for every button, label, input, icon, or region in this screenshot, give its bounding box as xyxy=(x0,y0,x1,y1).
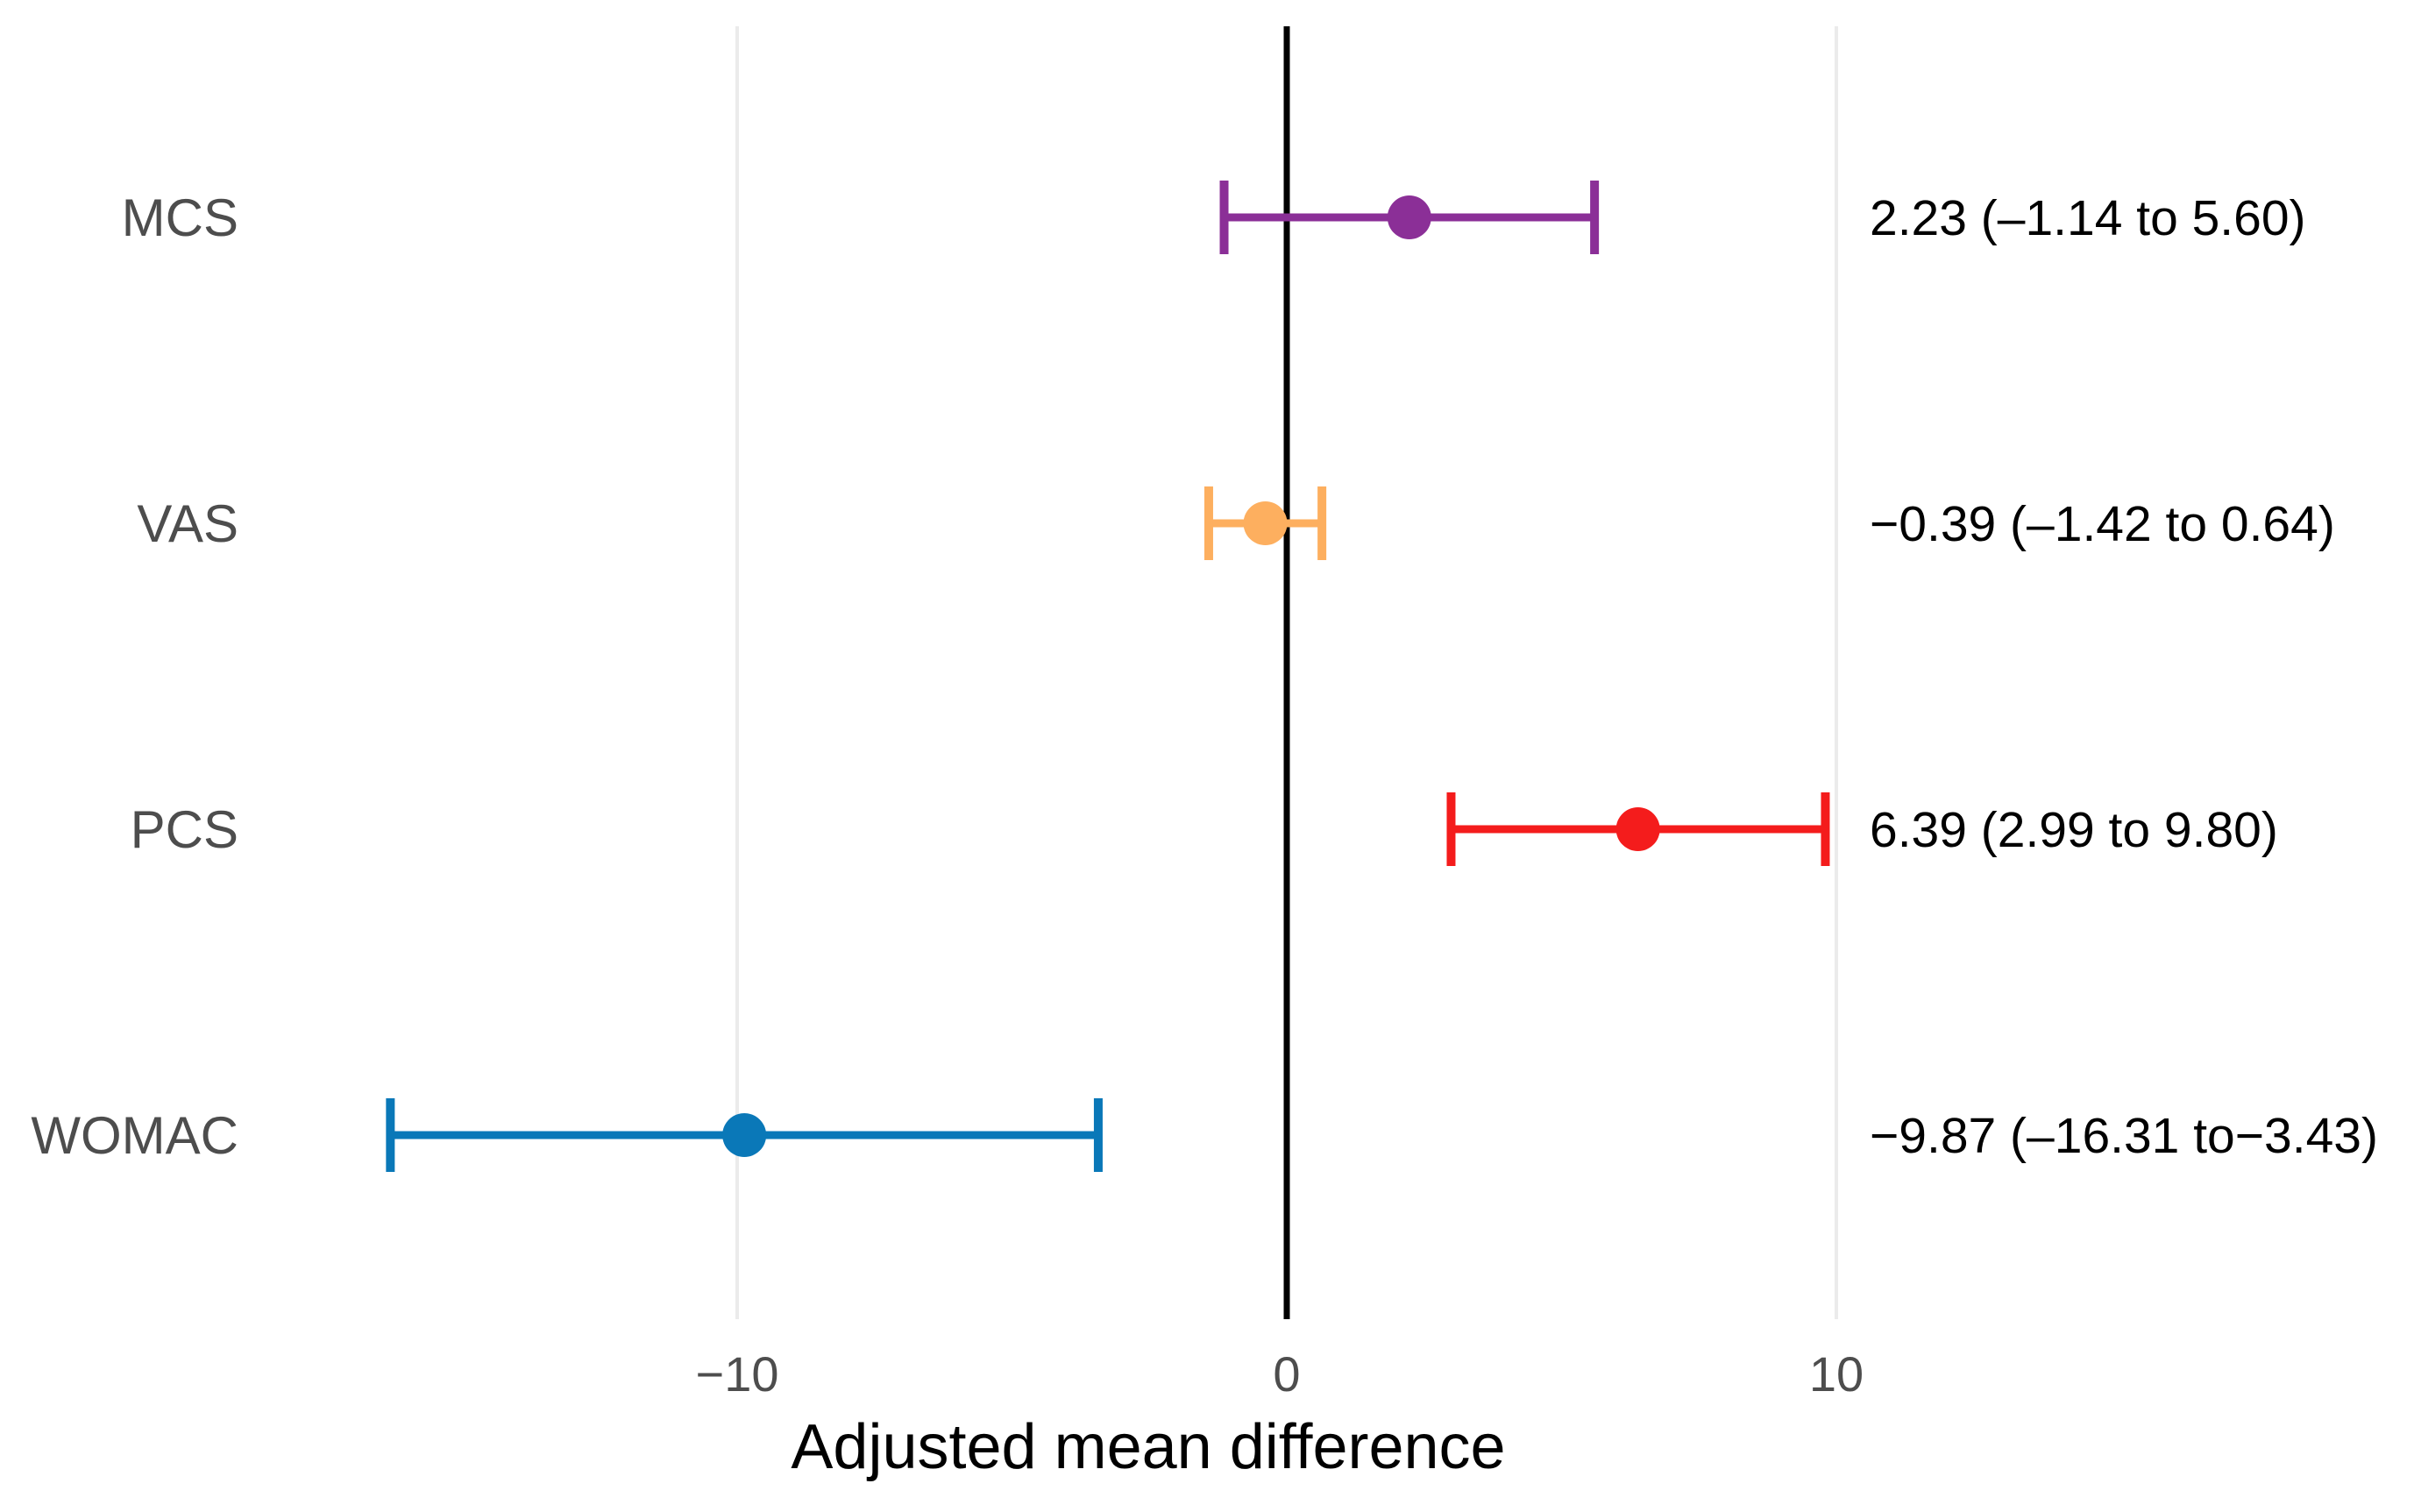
x-tick-label: −10 xyxy=(696,1346,779,1402)
outcome-label: WOMAC xyxy=(31,1106,238,1165)
point-estimate xyxy=(1387,195,1431,239)
outcome-label: VAS xyxy=(137,494,238,553)
forest-row-mcs: MCS 2.23 (–1.14 to 5.60) xyxy=(122,181,2306,254)
forest-row-womac: WOMAC −9.87 (–16.31 to−3.43) xyxy=(31,1098,2378,1172)
point-estimate xyxy=(1243,501,1288,545)
estimate-ci-label: 2.23 (–1.14 to 5.60) xyxy=(1870,190,2306,246)
gridlines xyxy=(735,26,1838,1319)
estimate-ci-label: −0.39 (–1.42 to 0.64) xyxy=(1870,496,2335,552)
x-axis-ticks: −10 0 10 xyxy=(696,1346,1864,1402)
point-estimate xyxy=(722,1113,767,1157)
x-tick-label: 0 xyxy=(1273,1346,1300,1402)
forest-rows: MCS 2.23 (–1.14 to 5.60) VAS −0.39 (–1.42 t… xyxy=(31,181,2378,1172)
estimate-ci-label: −9.87 (–16.31 to−3.43) xyxy=(1870,1108,2378,1164)
forest-row-pcs: PCS 6.39 (2.99 to 9.80) xyxy=(131,792,2278,866)
forest-row-vas: VAS −0.39 (–1.42 to 0.64) xyxy=(137,486,2335,560)
x-axis-title: Adjusted mean difference xyxy=(791,1412,1505,1482)
outcome-label: PCS xyxy=(131,800,238,859)
outcome-label: MCS xyxy=(122,188,238,247)
point-estimate xyxy=(1615,807,1660,851)
estimate-ci-label: 6.39 (2.99 to 9.80) xyxy=(1870,802,2278,858)
x-tick-label: 10 xyxy=(1809,1346,1864,1402)
